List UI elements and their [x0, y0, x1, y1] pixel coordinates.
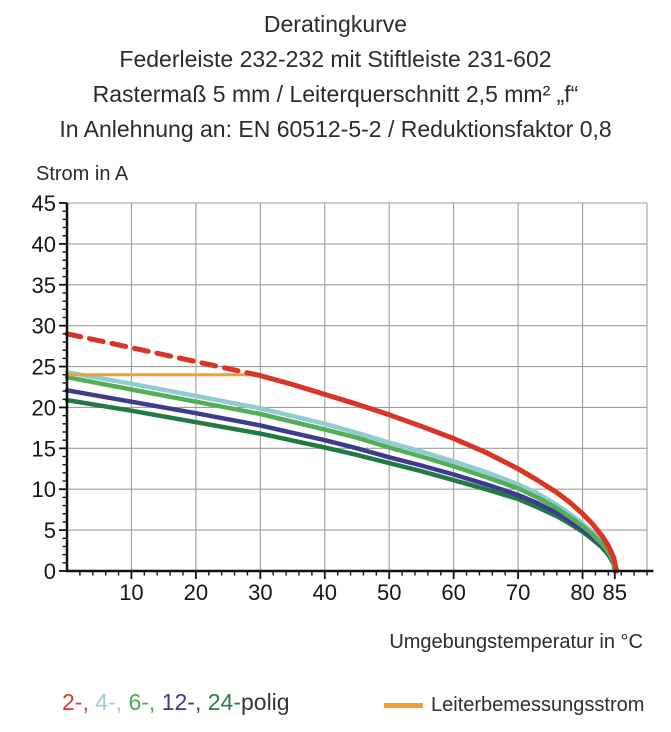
series-12-polig — [64, 388, 618, 574]
series-24-polig — [64, 397, 618, 574]
x-tick-label: 85 — [603, 580, 627, 605]
y-tick-label: 35 — [32, 273, 56, 298]
legend-pole-label: 4-, — [95, 689, 129, 715]
x-tick-label: 20 — [184, 580, 208, 605]
x-axis-title: Umgebungstemperatur in °C — [389, 631, 643, 653]
x-tick-label: 10 — [119, 580, 143, 605]
chart-title-block: Deratingkurve Federleiste 232-232 mit St… — [0, 7, 671, 147]
series-4-polig — [64, 370, 618, 574]
poles-legend: 2-, 4-, 6-, 12-, 24-polig — [62, 689, 290, 716]
x-tick-label: 70 — [506, 580, 530, 605]
series-2-polig-gestrichelt — [64, 331, 263, 379]
y-axis-title: Strom in A — [36, 163, 129, 185]
legend-pole-label: 2-, — [62, 689, 96, 715]
x-tick-label: 30 — [248, 580, 272, 605]
y-tick-label: 45 — [32, 191, 56, 216]
line-legend-label: Leiterbemessungsstrom — [431, 694, 645, 716]
chart-title-line3: Rastermaß 5 mm / Leiterquerschnitt 2,5 m… — [92, 81, 579, 107]
y-tick-label: 15 — [32, 436, 56, 461]
x-tick-label: 50 — [377, 580, 401, 605]
x-tick-label: 80 — [570, 580, 594, 605]
y-tick-label: 5 — [44, 518, 56, 543]
y-tick-label: 30 — [32, 314, 56, 339]
y-tick-label: 20 — [32, 395, 56, 420]
series-6-polig — [64, 374, 618, 574]
chart-title-line2: Federleiste 232-232 mit Stiftleiste 231-… — [119, 46, 552, 72]
line-legend: Leiterbemessungsstrom — [384, 694, 644, 717]
y-tick-label: 40 — [32, 232, 56, 257]
series-2-polig — [257, 373, 620, 574]
x-tick-label: 40 — [313, 580, 337, 605]
legend-pole-label: 24- — [207, 689, 241, 715]
legend-poles-suffix: polig — [240, 689, 290, 715]
chart-title-line1: Deratingkurve — [263, 11, 408, 37]
chart-title-line4: In Anlehnung an: EN 60512-5-2 / Reduktio… — [59, 116, 612, 142]
line-legend-swatch — [384, 703, 423, 708]
legend-pole-label: 12-, — [161, 689, 208, 715]
y-tick-label: 25 — [32, 355, 56, 380]
legend-pole-label: 6-, — [128, 689, 162, 715]
y-tick-label: 0 — [44, 559, 56, 584]
x-tick-label: 60 — [441, 580, 465, 605]
y-tick-label: 10 — [32, 477, 56, 502]
